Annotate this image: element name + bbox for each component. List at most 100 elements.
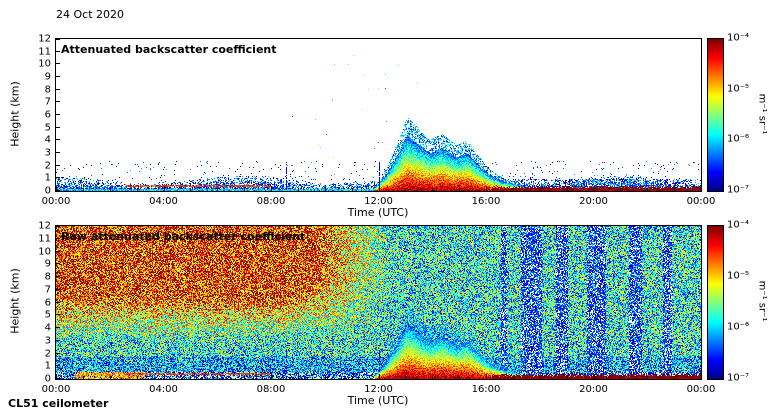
y-tick-mark: [56, 101, 60, 103]
x-tick-mark: [566, 188, 568, 191]
y-tick-mark: [56, 365, 60, 367]
y-tick-label: 2: [44, 348, 51, 359]
x-tick-mark: [593, 186, 595, 191]
x-tick-mark: [378, 186, 380, 191]
x-tick-mark: [512, 188, 514, 191]
y-tick-mark: [56, 250, 60, 252]
x-tick-mark: [56, 374, 57, 379]
y-tick-mark: [56, 152, 60, 153]
y-tick-label: 3: [44, 335, 51, 347]
x-tick-mark: [190, 188, 192, 191]
y-tick-mark: [56, 126, 60, 128]
y-tick-mark: [56, 327, 60, 328]
x-tick-mark: [539, 188, 541, 191]
instrument-label: CL51 ceilometer: [8, 397, 109, 410]
colorbar-tick-label: 10⁻⁶: [727, 321, 750, 333]
y-tick-mark: [56, 226, 60, 227]
y-tick-mark: [56, 164, 60, 166]
x-tick-mark: [190, 376, 192, 379]
x-tick-label: 04:00: [149, 384, 178, 395]
x-tick-label: 00:00: [686, 196, 716, 207]
y-tick-label: 5: [44, 309, 51, 321]
y-tick-mark: [56, 314, 60, 316]
x-tick-mark: [136, 376, 138, 379]
x-tick-mark: [163, 374, 165, 379]
colorbar-gradient-top: [708, 39, 723, 191]
colorbar-bottom: [707, 225, 724, 380]
y-tick-label: 8: [44, 271, 51, 283]
x-tick-mark: [351, 188, 353, 191]
y-tick-mark: [56, 378, 60, 379]
colorbar-gradient-bottom: [708, 226, 723, 379]
x-tick-mark: [486, 374, 487, 379]
y-tick-mark: [56, 190, 60, 191]
y-tick-mark: [56, 288, 60, 290]
raw-backscatter-panel: Raw attenuated backscatter coefficient: [55, 225, 702, 380]
x-tick-mark: [459, 188, 461, 191]
x-tick-label: 12:00: [364, 196, 393, 207]
x-tick-mark: [217, 188, 219, 191]
x-tick-label: 08:00: [256, 384, 286, 395]
x-tick-label: 00:00: [41, 196, 71, 207]
y-tick-mark: [56, 50, 60, 52]
y-tick-label: 8: [44, 84, 51, 96]
colorbar-tick-label: 10⁻⁵: [727, 83, 750, 95]
y-tick-label: 11: [38, 46, 51, 58]
y-tick-mark: [56, 301, 60, 303]
y-tick-label: 2: [44, 160, 51, 172]
height-axis-label-bottom: Height (km): [8, 268, 22, 334]
x-tick-mark: [432, 188, 434, 191]
x-tick-mark: [297, 188, 299, 191]
x-tick-mark: [405, 188, 407, 191]
x-tick-mark: [405, 376, 407, 379]
x-tick-mark: [351, 376, 353, 379]
y-tick-label: 11: [38, 233, 51, 245]
y-tick-mark: [56, 339, 60, 341]
y-tick-label: 10: [38, 246, 51, 257]
x-tick-mark: [459, 376, 461, 379]
x-tick-label: 12:00: [364, 384, 393, 395]
x-tick-mark: [244, 188, 246, 191]
y-tick-label: 1: [44, 360, 51, 372]
y-tick-label: 0: [44, 185, 51, 197]
time-axis-label-top: Time (UTC): [347, 206, 409, 219]
y-tick-mark: [56, 63, 60, 65]
x-tick-mark: [566, 376, 568, 379]
x-tick-mark: [324, 376, 326, 379]
x-tick-mark: [136, 188, 138, 191]
x-tick-label: 04:00: [149, 196, 178, 207]
y-tick-label: 10: [38, 58, 51, 70]
height-axis-label-top: Height (km): [8, 81, 22, 147]
attenuated-panel-title: Attenuated backscatter coefficient: [61, 43, 277, 56]
colorbar-top: [707, 38, 724, 192]
y-tick-mark: [56, 276, 60, 277]
colorbar-tick-label: 10⁻⁷: [727, 372, 750, 384]
y-tick-label: 6: [44, 297, 51, 308]
x-tick-label: 16:00: [471, 384, 501, 395]
x-tick-mark: [674, 188, 676, 191]
y-tick-label: 7: [44, 96, 51, 108]
y-tick-label: 5: [44, 122, 51, 134]
x-tick-mark: [297, 376, 299, 379]
colorbar-tick-label: 10⁻⁴: [727, 219, 750, 231]
x-tick-mark: [701, 186, 702, 191]
x-tick-mark: [163, 186, 165, 191]
colorbar-tick-label: 10⁻⁴: [727, 32, 750, 44]
x-tick-mark: [432, 376, 434, 379]
x-tick-mark: [378, 374, 380, 379]
y-tick-mark: [56, 76, 60, 77]
x-tick-mark: [82, 376, 84, 379]
y-tick-label: 9: [44, 71, 51, 83]
time-axis-label-bottom: Time (UTC): [347, 394, 409, 407]
colorbar-unit-label-bottom: m⁻¹ sr⁻¹: [756, 280, 768, 322]
x-tick-mark: [593, 374, 595, 379]
x-tick-mark: [620, 188, 622, 191]
y-tick-mark: [56, 237, 60, 239]
y-tick-label: 4: [44, 322, 51, 334]
x-tick-label: 00:00: [41, 384, 71, 395]
x-tick-label: 20:00: [579, 384, 608, 395]
y-tick-label: 4: [44, 134, 51, 146]
x-tick-mark: [271, 374, 272, 379]
x-tick-label: 08:00: [256, 196, 286, 207]
